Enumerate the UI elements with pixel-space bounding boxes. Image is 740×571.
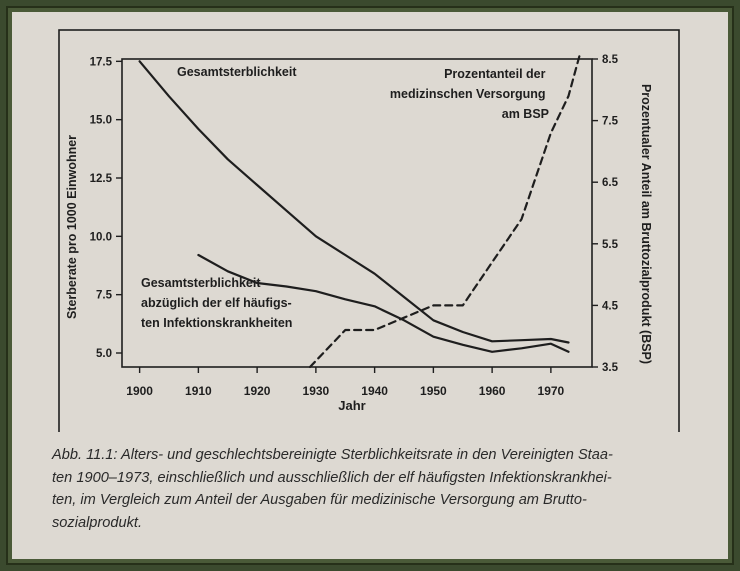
annotation-total-mortality: Gesamtsterblichkeit (177, 65, 297, 79)
x-tick-label: 1940 (361, 384, 388, 398)
annotation-excl-line: abzüglich der elf häufigs- (141, 296, 292, 310)
right-tick-label: 7.5 (602, 116, 619, 128)
chart: 1900 1910 1920 1930 1940 1950 1960 1970 17.5 15.… (58, 29, 680, 432)
x-tick-label: 1900 (126, 384, 153, 398)
left-axis-ticks: 17.5 15.0 12.5 10.0 7.5 5.0 (90, 56, 122, 360)
caption-line: Abb. 11.1: Alters- und geschlechtsberein… (52, 447, 613, 463)
right-tick-label: 5.5 (602, 239, 619, 251)
left-tick-label: 15.0 (90, 115, 112, 127)
annotation-gnp-line: am BSP (502, 107, 549, 121)
right-tick-label: 8.5 (602, 54, 619, 66)
annotation-excluding-infections: Gesamtsterblichkeit abzüglich der elf hä… (141, 276, 295, 330)
x-axis-ticks: 1900 1910 1920 1930 1940 1950 1960 1970 (126, 367, 565, 398)
right-axis-label: Prozentualer Anteil am Bruttozialprodukt… (639, 84, 653, 364)
annotation-gnp-line: medizinschen Versorgung (390, 87, 546, 101)
left-axis-label: Sterberate pro 1000 Einwohner (65, 135, 79, 319)
right-tick-label: 4.5 (602, 300, 619, 312)
left-tick-label: 10.0 (90, 231, 112, 243)
left-tick-label: 12.5 (90, 173, 113, 185)
left-tick-label: 17.5 (90, 56, 113, 68)
x-tick-label: 1930 (303, 384, 330, 398)
right-tick-label: 3.5 (602, 362, 619, 374)
right-axis-ticks: 8.5 7.5 6.5 5.5 4.5 3.5 (592, 54, 619, 374)
x-tick-label: 1920 (244, 384, 271, 398)
figure-caption: Abb. 11.1: Alters- und geschlechtsberein… (52, 444, 697, 534)
x-tick-label: 1960 (479, 384, 506, 398)
medical-share-gnp-line (308, 51, 582, 369)
chart-border (58, 29, 680, 432)
annotation-gnp-line: Prozentanteil der (444, 67, 546, 81)
mortality-excluding-infections-line (197, 253, 570, 353)
x-tick-label: 1950 (420, 384, 447, 398)
plot-area (121, 58, 593, 368)
annotation-excl-line: ten Infektionskrankheiten (141, 316, 292, 330)
x-tick-label: 1970 (538, 384, 565, 398)
caption-line: sozialprodukt. (52, 514, 143, 531)
annotation-medical-share: Prozentanteil der medizinschen Versorgun… (390, 67, 549, 121)
left-tick-label: 7.5 (96, 290, 113, 302)
book-page: 1900 1910 1920 1930 1940 1950 1960 1970 17.5 15.… (12, 12, 728, 559)
right-tick-label: 6.5 (602, 177, 619, 189)
annotation-excl-line: Gesamtsterblichkeit (141, 276, 261, 290)
total-mortality-line (138, 60, 570, 344)
x-axis-label: Jahr (338, 398, 365, 413)
caption-line: ten 1900–1973, einschließlich und aussch… (52, 469, 612, 486)
caption-line: ten, im Vergleich zum Anteil der Ausgabe… (52, 492, 587, 508)
series-layer (138, 51, 582, 369)
left-tick-label: 5.0 (96, 348, 112, 360)
x-tick-label: 1910 (185, 384, 212, 398)
